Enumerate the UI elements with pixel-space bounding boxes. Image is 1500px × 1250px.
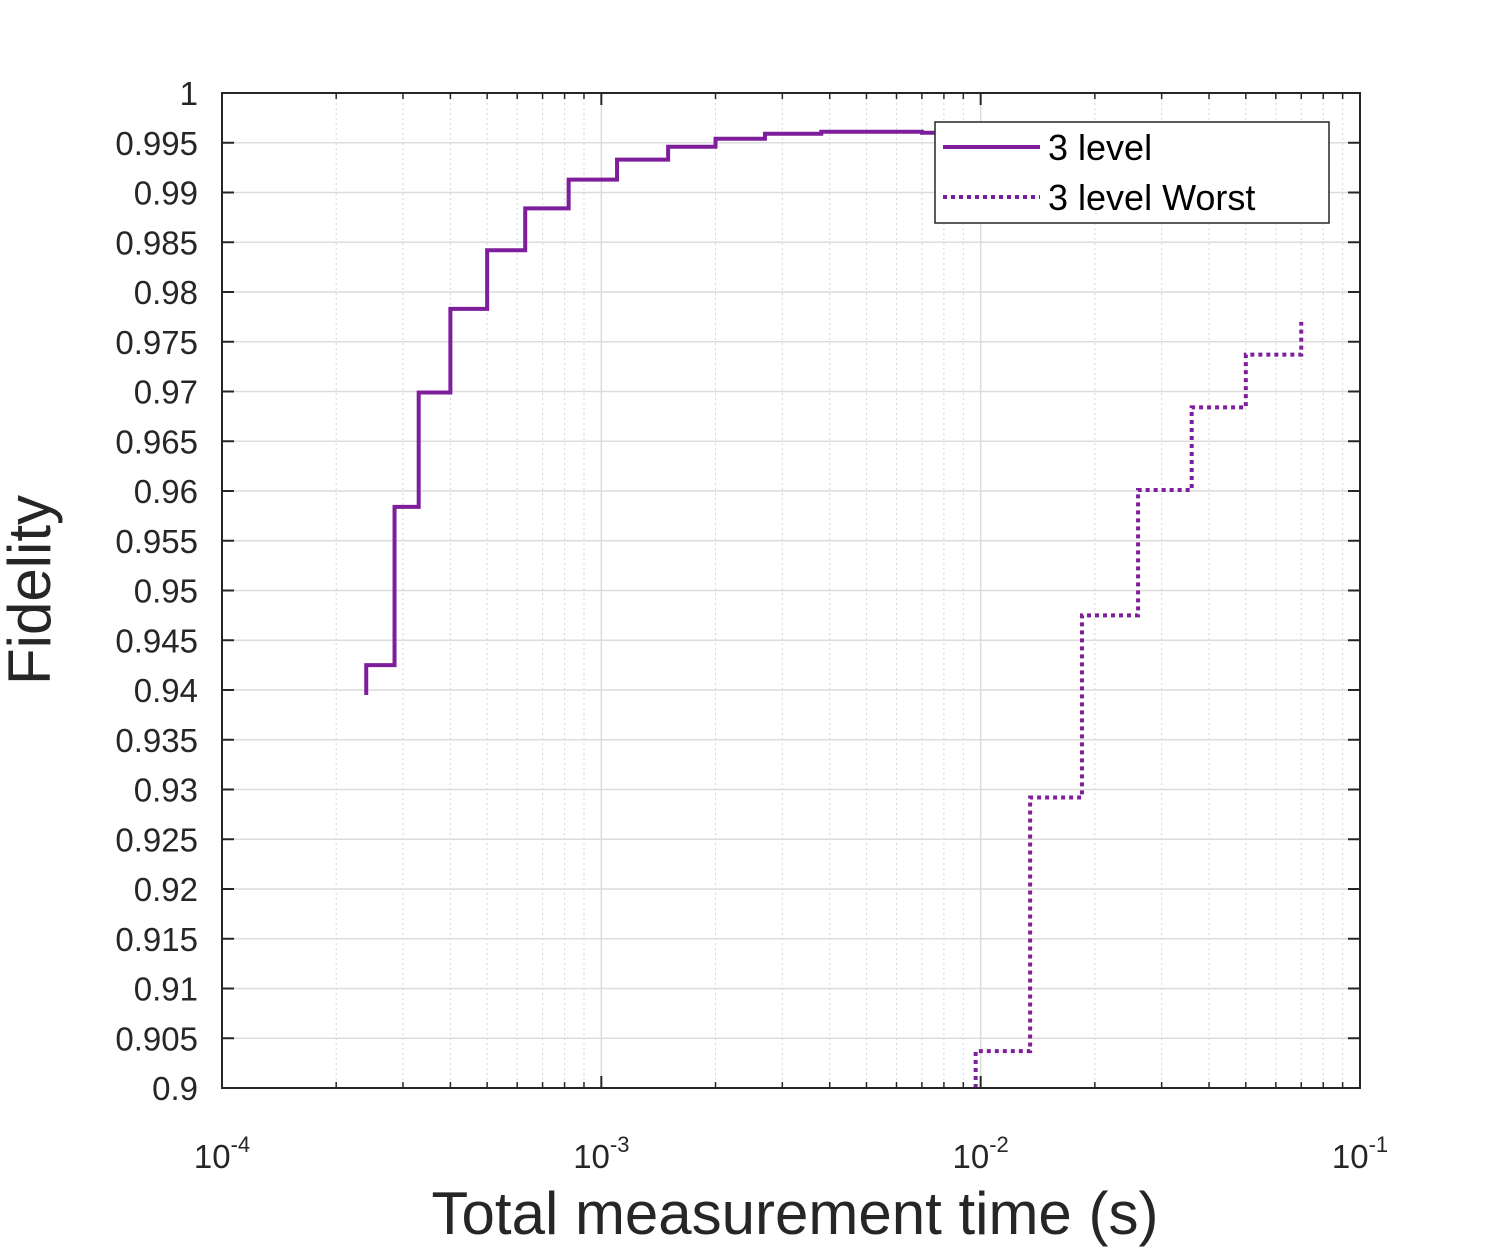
y-tick-label: 0.97 xyxy=(134,374,198,411)
y-tick-label: 0.915 xyxy=(115,921,198,958)
y-axis-label: Fidelity xyxy=(0,495,63,685)
y-tick-label: 0.965 xyxy=(115,423,198,460)
series-line-1 xyxy=(364,129,946,695)
y-tick-label: 0.925 xyxy=(115,821,198,858)
x-axis-label: Total measurement time (s) xyxy=(432,1180,1159,1247)
y-tick-label: 0.99 xyxy=(134,175,198,212)
y-tick-label: 0.975 xyxy=(115,324,198,361)
y-tick-label: 0.92 xyxy=(134,871,198,908)
y-tick-label: 0.95 xyxy=(134,573,198,610)
y-tick-label: 0.905 xyxy=(115,1020,198,1057)
legend: 3 level 3 level Worst xyxy=(934,121,1330,224)
x-tick-label: 10-1 xyxy=(1332,1132,1388,1175)
legend-label-2: 3 level Worst xyxy=(1048,177,1255,218)
axes xyxy=(221,92,1361,1089)
y-tick-label: 0.91 xyxy=(134,971,198,1008)
legend-label-1: 3 level xyxy=(1048,127,1152,168)
series-line-2 xyxy=(973,321,1304,1088)
x-tick-exponent: -4 xyxy=(231,1132,251,1157)
y-tick-label: 0.935 xyxy=(115,722,198,759)
y-tick-label: 1 xyxy=(180,75,198,112)
y-tick-label: 0.945 xyxy=(115,622,198,659)
tick-labels: 10-4 10-3 10-2 10-10.90.9050.910.9150.920.9… xyxy=(115,75,1388,1175)
y-tick-label: 0.955 xyxy=(115,523,198,560)
x-tick-base: 10 xyxy=(1332,1138,1369,1175)
y-tick-label: 0.985 xyxy=(115,224,198,261)
y-tick-label: 0.9 xyxy=(152,1070,198,1107)
x-tick-label: 10-4 xyxy=(194,1132,250,1175)
x-tick-base: 10 xyxy=(573,1138,610,1175)
y-tick-label: 0.93 xyxy=(134,772,198,809)
y-tick-label: 0.96 xyxy=(134,473,198,510)
legend-box xyxy=(934,121,1330,224)
x-tick-label: 10-3 xyxy=(573,1132,629,1175)
x-tick-exponent: -1 xyxy=(1369,1132,1389,1157)
axes-box xyxy=(221,92,1361,1089)
y-tick-label: 0.94 xyxy=(134,672,198,709)
x-tick-exponent: -2 xyxy=(989,1132,1009,1157)
x-tick-base: 10 xyxy=(194,1138,231,1175)
x-tick-label: 10-2 xyxy=(953,1132,1009,1175)
series-layer xyxy=(364,129,1304,1088)
y-tick-label: 0.995 xyxy=(115,125,198,162)
y-tick-label: 0.98 xyxy=(134,274,198,311)
x-tick-exponent: -3 xyxy=(610,1132,630,1157)
x-tick-base: 10 xyxy=(953,1138,990,1175)
